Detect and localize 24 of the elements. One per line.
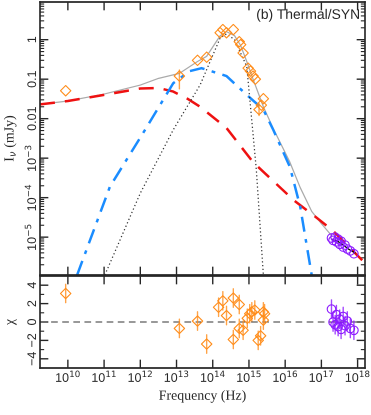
y-tick-label: 0 bbox=[27, 319, 36, 325]
y-tick-label: 1 bbox=[27, 36, 36, 42]
x-tick-label: 10$^{16}$ bbox=[273, 370, 298, 382]
y-tick-label: 10$^{−4}$ bbox=[24, 184, 36, 210]
x-tick-label: 10$^{10}$ bbox=[56, 370, 80, 382]
x-tick-label: 10$^{11}$ bbox=[92, 370, 116, 382]
x-axis-title: Frequency (Hz) bbox=[159, 390, 246, 403]
y-tick-label: 0.01 bbox=[27, 107, 36, 130]
y-tick-label: 10$^{−3}$ bbox=[24, 146, 36, 171]
y-tick-label: 4 bbox=[27, 282, 36, 288]
y-tick-label: −2 bbox=[27, 334, 36, 347]
annotation: (b) Thermal/SYN bbox=[257, 8, 359, 22]
x-tick-label: 10$^{17}$ bbox=[310, 370, 334, 382]
x-tick-label: 10$^{14}$ bbox=[200, 370, 225, 382]
y-axis-title: χ bbox=[7, 318, 17, 326]
x-tick-label: 10$^{12}$ bbox=[128, 370, 152, 382]
x-tick-label: 10$^{18}$ bbox=[346, 370, 370, 382]
y-axis-title: I$_{ν}$ (mJy) bbox=[4, 116, 16, 162]
x-tick-label: 10$^{13}$ bbox=[164, 370, 188, 382]
y-tick-label: 10$^{−5}$ bbox=[24, 224, 36, 250]
y-tick-label: 2 bbox=[27, 300, 36, 306]
y-tick-label: 0.1 bbox=[27, 71, 36, 88]
x-tick-label: 10$^{15}$ bbox=[237, 370, 261, 382]
y-tick-label: −4 bbox=[27, 352, 36, 366]
